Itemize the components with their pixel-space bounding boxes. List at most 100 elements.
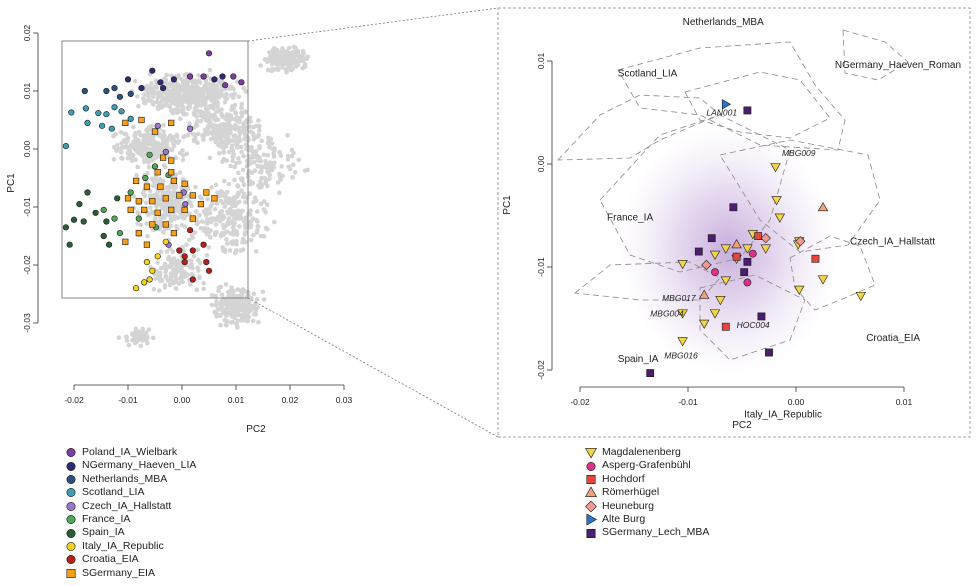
reference-point	[162, 283, 168, 288]
zoom-box	[61, 40, 249, 299]
legend-swatch	[586, 528, 596, 538]
reference-point	[198, 113, 204, 118]
reference-point	[195, 247, 201, 253]
reference-point	[225, 189, 230, 195]
reference-point	[135, 221, 140, 226]
region-label: Netherlands_MBA	[683, 17, 764, 28]
reference-point	[198, 226, 204, 231]
reference-point	[228, 163, 233, 169]
y-tick-label: -0.02	[22, 255, 32, 275]
data-point	[699, 319, 710, 329]
data-point	[162, 148, 169, 155]
reference-point	[262, 57, 268, 62]
data-point	[729, 203, 738, 212]
reference-point	[192, 136, 198, 141]
reference-point	[220, 230, 225, 236]
reference-point	[214, 85, 219, 91]
data-point	[76, 201, 83, 208]
reference-point	[132, 79, 138, 84]
reference-point	[230, 210, 236, 216]
reference-point	[213, 96, 218, 102]
reference-point	[250, 303, 255, 309]
reference-point	[293, 45, 298, 51]
data-point	[70, 216, 78, 223]
data-point	[81, 87, 88, 95]
data-point	[84, 119, 91, 126]
reference-point	[170, 82, 175, 87]
left-points	[62, 50, 245, 292]
reference-point	[271, 154, 277, 159]
data-point	[711, 268, 719, 277]
reference-point	[246, 221, 251, 227]
data-point	[62, 143, 70, 150]
legend-swatch	[586, 461, 596, 471]
legend-entry: Czech_IA_Hallstatt	[64, 500, 196, 513]
reference-point	[214, 201, 220, 206]
data-point	[135, 230, 142, 237]
reference-point	[241, 194, 246, 200]
reference-point	[226, 216, 232, 221]
reference-point	[145, 340, 150, 346]
reference-point	[285, 65, 291, 70]
reference-point	[175, 105, 180, 111]
reference-point	[186, 263, 192, 268]
data-point	[108, 125, 115, 132]
reference-point	[183, 271, 189, 277]
reference-point	[143, 200, 149, 206]
reference-point	[156, 106, 161, 111]
reference-point	[201, 98, 207, 104]
legend-marker-icon	[66, 474, 76, 484]
data-point	[677, 260, 688, 270]
reference-point	[201, 280, 206, 286]
data-point	[149, 267, 156, 274]
data-point	[154, 253, 161, 260]
reference-point	[148, 205, 153, 211]
reference-point	[242, 309, 247, 314]
data-point	[817, 201, 829, 212]
data-point	[203, 189, 210, 196]
data-point	[205, 267, 213, 274]
reference-point	[193, 122, 199, 127]
reference-point	[249, 145, 254, 150]
reference-point	[173, 286, 179, 291]
data-point	[116, 230, 123, 237]
reference-point	[171, 141, 176, 146]
reference-point	[297, 58, 303, 64]
reference-point	[197, 80, 203, 85]
reference-point	[163, 77, 169, 82]
legend-marker-icon	[66, 555, 76, 565]
pca-figure: -0.02 -0.01 0.00 0.01 0.02 0.030.020.010.00-0…	[6, 7, 971, 438]
reference-point	[286, 45, 292, 51]
reference-point	[185, 186, 191, 191]
point-label: LAN001	[706, 108, 737, 118]
legend-label: Spain_IA	[82, 526, 125, 539]
x-tick-label: -0.02	[64, 395, 84, 405]
data-point	[80, 218, 87, 225]
reference-point	[209, 114, 214, 120]
legend-swatch	[585, 500, 597, 513]
data-point	[230, 73, 237, 80]
data-point	[189, 192, 196, 199]
legend-entry: Alte Burg	[584, 513, 709, 526]
reference-point	[130, 124, 136, 130]
reference-point	[254, 123, 259, 129]
reference-point	[187, 121, 192, 126]
y-tick-label: 0.00	[536, 155, 546, 172]
reference-point	[204, 212, 209, 218]
reference-point	[140, 96, 146, 101]
reference-point	[247, 191, 253, 196]
left-axes: -0.02 -0.01 0.00 0.01 0.02 0.03 0.02 0.01 0.00 -0…	[22, 24, 353, 405]
data-point	[189, 247, 196, 254]
data-point	[124, 195, 132, 202]
reference-point	[282, 57, 288, 63]
reference-point	[248, 129, 253, 134]
legend-label: SGermany_Lech_MBA	[602, 526, 710, 539]
reference-point	[254, 297, 260, 302]
data-point	[740, 268, 749, 277]
reference-point	[149, 176, 154, 181]
legend-label: SGermany_EIA	[82, 566, 155, 579]
reference-point	[285, 157, 291, 162]
reference-point	[186, 193, 191, 199]
point-label: MBG009	[782, 148, 816, 158]
reference-point	[132, 336, 137, 342]
